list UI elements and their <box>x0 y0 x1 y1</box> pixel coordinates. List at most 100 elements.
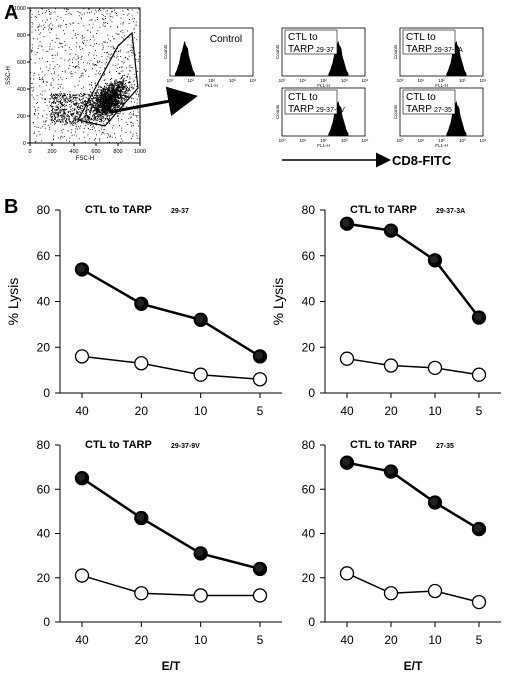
scatter-dot <box>83 112 85 114</box>
scatter-dot <box>75 67 77 69</box>
scatter-dot <box>139 62 141 64</box>
x-tick-label: 5 <box>476 404 483 418</box>
scatter-dot <box>98 10 99 12</box>
scatter-dot <box>49 89 50 91</box>
scatter-dot <box>117 47 118 49</box>
scatter-dot <box>104 94 106 96</box>
scatter-dot <box>99 86 101 88</box>
scatter-dot <box>122 88 124 90</box>
scatter-dot <box>58 24 60 26</box>
scatter-dot <box>119 83 121 85</box>
scatter-dot <box>95 64 97 66</box>
scatter-dot <box>92 111 94 113</box>
scatter-dot <box>109 98 111 100</box>
scatter-dot <box>128 88 130 90</box>
scatter-dot <box>75 122 77 124</box>
scatter-dot <box>96 110 98 112</box>
scatter-dot <box>65 23 66 25</box>
scatter-dot <box>99 100 101 102</box>
scatter-dot <box>83 86 84 88</box>
scatter-dot <box>69 95 71 97</box>
scatter-dot <box>60 102 62 104</box>
scatter-dot <box>103 108 105 110</box>
scatter-dot <box>67 98 69 100</box>
scatter-dot <box>130 116 132 118</box>
scatter-dot <box>87 114 89 116</box>
scatter-dot <box>51 29 52 30</box>
scatter-dot <box>111 109 113 111</box>
scatter-dot <box>112 16 114 18</box>
scatter-dot <box>42 57 43 59</box>
scatter-dot <box>99 142 101 144</box>
scatter-dot <box>64 106 66 108</box>
scatter-dot <box>67 110 69 112</box>
scatter-dot <box>136 137 138 139</box>
scatter-dot <box>43 24 45 26</box>
scatter-dot <box>79 118 81 120</box>
scatter-dot <box>101 126 103 128</box>
scatter-dot <box>86 116 88 117</box>
scatter-dot <box>83 115 85 117</box>
scatter-dot <box>100 113 102 115</box>
scatter-dot <box>121 97 123 99</box>
scatter-dot <box>110 112 112 114</box>
scatter-dot <box>98 9 100 10</box>
scatter-dot <box>119 86 121 88</box>
scatter-dot <box>117 96 118 97</box>
scatter-dot <box>82 35 84 36</box>
scatter-dot <box>47 107 49 109</box>
scatter-dot <box>100 90 102 91</box>
scatter-dot <box>52 24 54 26</box>
scatter-dot <box>81 121 83 123</box>
scatter-dot <box>107 118 109 120</box>
scatter-dot <box>83 128 85 129</box>
scatter-dot <box>137 94 139 95</box>
scatter-dot <box>121 138 122 140</box>
scatter-dot <box>110 106 112 108</box>
scatter-dot <box>118 50 119 52</box>
scatter-dot <box>48 29 50 31</box>
scatter-dot <box>93 102 95 104</box>
scatter-dot <box>62 97 64 99</box>
scatter-dot <box>64 103 65 105</box>
scatter-dot <box>104 91 106 93</box>
scatter-dot <box>51 116 52 118</box>
scatter-dot <box>107 115 109 117</box>
scatter-dot <box>33 72 35 74</box>
scatter-dot <box>81 14 83 16</box>
scatter-dot <box>123 86 125 87</box>
scatter-dot <box>101 108 103 110</box>
scatter-dot <box>123 14 125 16</box>
scatter-dot <box>110 16 112 18</box>
scatter-dot <box>99 140 101 142</box>
scatter-dot <box>68 12 70 14</box>
scatter-dot <box>104 52 106 54</box>
scatter-dot <box>102 107 104 109</box>
scatter-dot <box>80 75 82 77</box>
scatter-dot <box>118 97 120 99</box>
histogram-y-label: Counts <box>393 44 398 59</box>
scatter-dot <box>114 91 116 92</box>
scatter-dot <box>113 97 115 99</box>
scatter-dot <box>98 137 100 139</box>
histogram-x-tick-label: 10¹ <box>299 78 306 83</box>
scatter-dot <box>106 97 108 99</box>
scatter-dot <box>47 61 48 62</box>
scatter-dot <box>84 94 86 96</box>
scatter-dot <box>88 12 90 14</box>
scatter-dot <box>57 15 59 17</box>
scatter-dot <box>110 8 112 9</box>
scatter-dot <box>60 121 62 123</box>
scatter-dot <box>73 22 75 24</box>
scatter-dot <box>120 97 122 99</box>
scatter-dot <box>131 84 133 86</box>
scatter-dot <box>112 84 114 85</box>
scatter-dot <box>65 100 67 102</box>
scatter-dot <box>44 21 46 23</box>
data-point-open <box>383 358 399 373</box>
scatter-dot <box>73 134 75 136</box>
scatter-dot <box>119 90 121 91</box>
histogram-x-tick-label: 10¹ <box>417 138 424 143</box>
scatter-dot <box>50 105 52 107</box>
scatter-dot <box>51 121 53 123</box>
